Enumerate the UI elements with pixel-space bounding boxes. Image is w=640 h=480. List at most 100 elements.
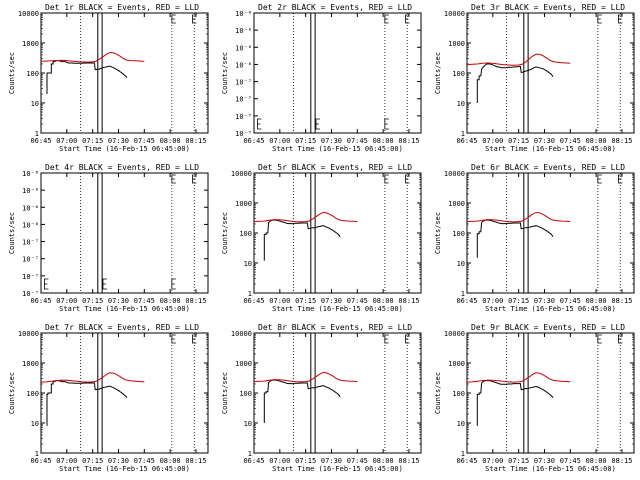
- y-tick-label: 10⁻⁶: [235, 61, 252, 69]
- y-tick-label: 1000: [448, 360, 465, 368]
- x-tick-label: 07:30: [321, 297, 342, 305]
- x-tick-label: 07:45: [347, 457, 368, 465]
- detector-panel-9: Det 9r BLACK = Events, RED = LLD 1 10 100 10…: [434, 323, 635, 473]
- y-tick-label: 100: [239, 390, 252, 398]
- x-tick-label: 08:15: [611, 457, 632, 465]
- y-tick-label: 10⁻⁷: [22, 290, 39, 298]
- y-tick-label: 1000: [22, 40, 39, 48]
- plot-frame: [253, 172, 422, 294]
- y-tick-label: 1000: [22, 360, 39, 368]
- plot-frame: [466, 172, 635, 294]
- marker-glyph: [597, 14, 602, 24]
- marker-glyph: [597, 334, 602, 344]
- x-tick-label: 06:45: [30, 457, 51, 465]
- y-tick-label: 10⁻⁷: [235, 96, 252, 104]
- y-tick-label: 10: [244, 260, 252, 268]
- y-tick-label: 100: [452, 390, 465, 398]
- x-tick-label: 07:15: [82, 297, 103, 305]
- detector-panel-4: Det 4r BLACK = Events, RED = LLD 10⁻⁷ 10⁻⁷…: [8, 163, 209, 313]
- marker-glyph: [405, 334, 410, 344]
- marker-glyph: [257, 118, 262, 130]
- events-series-line: [263, 379, 341, 423]
- y-axis-title: Counts/sec: [8, 212, 16, 254]
- plot-frame: [466, 332, 635, 454]
- x-tick-label: 07:30: [108, 457, 129, 465]
- x-axis-title: Start Time (16-Feb-15 06:45:00): [485, 465, 616, 473]
- marker-glyph: [192, 174, 197, 184]
- marker-glyph: [384, 118, 389, 130]
- x-tick-label: 07:30: [534, 297, 555, 305]
- x-tick-label: 07:00: [269, 297, 290, 305]
- marker-glyph: [618, 334, 623, 344]
- y-tick-label: 10⁻⁶: [235, 44, 252, 52]
- y-tick-label: 1000: [448, 200, 465, 208]
- y-tick-label: 1: [248, 450, 252, 458]
- y-tick-label: 1: [35, 450, 39, 458]
- x-tick-label: 06:45: [456, 137, 477, 145]
- x-tick-label: 08:00: [586, 297, 607, 305]
- x-tick-label: 08:15: [611, 297, 632, 305]
- plot-frame: [253, 12, 422, 134]
- y-tick-label: 1: [461, 450, 465, 458]
- y-tick-label: 10000: [231, 330, 252, 338]
- events-series-line: [476, 219, 554, 258]
- y-axis-title: Counts/sec: [8, 372, 16, 414]
- y-axis-title: Counts/sec: [221, 52, 229, 94]
- x-tick-label: 06:45: [243, 137, 264, 145]
- x-tick-label: 07:00: [482, 297, 503, 305]
- x-tick-label: 07:15: [508, 457, 529, 465]
- y-tick-label: 1: [461, 130, 465, 138]
- x-axis-title: Start Time (16-Feb-15 06:45:00): [59, 145, 190, 153]
- x-tick-label: 08:15: [398, 297, 419, 305]
- detector-panel-6: Det 6r BLACK = Events, RED = LLD 1 10 100 10…: [434, 163, 635, 313]
- events-series-line: [476, 63, 554, 103]
- marker-glyph: [405, 174, 410, 184]
- events-series-line: [46, 60, 128, 94]
- detector-panel-7: Det 7r BLACK = Events, RED = LLD 1 10 100 10…: [8, 323, 209, 473]
- x-tick-label: 08:15: [185, 297, 206, 305]
- panel-title: Det 6r BLACK = Events, RED = LLD: [471, 163, 625, 172]
- x-tick-label: 07:45: [134, 457, 155, 465]
- panel-title: Det 3r BLACK = Events, RED = LLD: [471, 3, 625, 12]
- plot-frame: [253, 332, 422, 454]
- detector-panel-8: Det 8r BLACK = Events, RED = LLD 1 10 100 10…: [221, 323, 422, 473]
- x-tick-label: 07:00: [56, 137, 77, 145]
- x-tick-label: 07:00: [269, 137, 290, 145]
- panel-title: Det 9r BLACK = Events, RED = LLD: [471, 323, 625, 332]
- marker-glyph: [618, 14, 623, 24]
- y-tick-label: 10000: [18, 330, 39, 338]
- y-tick-label: 100: [26, 390, 39, 398]
- y-tick-label: 1000: [235, 360, 252, 368]
- y-tick-label: 10000: [444, 170, 465, 178]
- lld-series-line: [40, 372, 145, 383]
- marker-glyph: [171, 14, 176, 24]
- y-tick-label: 10: [31, 420, 39, 428]
- y-tick-label: 10⁻⁷: [235, 79, 252, 87]
- x-tick-label: 07:15: [295, 297, 316, 305]
- y-tick-label: 10⁻⁶: [22, 221, 39, 229]
- y-tick-label: 10⁻⁶: [22, 187, 39, 195]
- x-tick-label: 08:00: [373, 297, 394, 305]
- detector-panel-3: Det 3r BLACK = Events, RED = LLD 1 10 100 10…: [434, 3, 635, 153]
- panel-title: Det 4r BLACK = Events, RED = LLD: [45, 163, 199, 172]
- x-tick-label: 08:00: [160, 457, 181, 465]
- y-tick-label: 10000: [18, 10, 39, 18]
- x-tick-label: 08:00: [373, 137, 394, 145]
- x-tick-label: 08:00: [586, 457, 607, 465]
- x-tick-label: 07:30: [321, 457, 342, 465]
- x-tick-label: 07:00: [269, 457, 290, 465]
- x-tick-label: 08:00: [160, 297, 181, 305]
- lld-series-line: [466, 53, 571, 66]
- y-axis-title: Counts/sec: [8, 52, 16, 94]
- x-axis-title: Start Time (16-Feb-15 06:45:00): [59, 465, 190, 473]
- panel-title: Det 2r BLACK = Events, RED = LLD: [258, 3, 412, 12]
- y-tick-label: 10: [457, 420, 465, 428]
- panel-title: Det 1r BLACK = Events, RED = LLD: [45, 3, 199, 12]
- x-tick-label: 07:00: [56, 457, 77, 465]
- y-tick-label: 10: [244, 420, 252, 428]
- lld-series-line: [41, 52, 145, 63]
- x-tick-label: 07:30: [534, 457, 555, 465]
- x-tick-label: 07:30: [534, 137, 555, 145]
- x-axis-title: Start Time (16-Feb-15 06:45:00): [272, 145, 403, 153]
- lld-series-line: [466, 212, 571, 223]
